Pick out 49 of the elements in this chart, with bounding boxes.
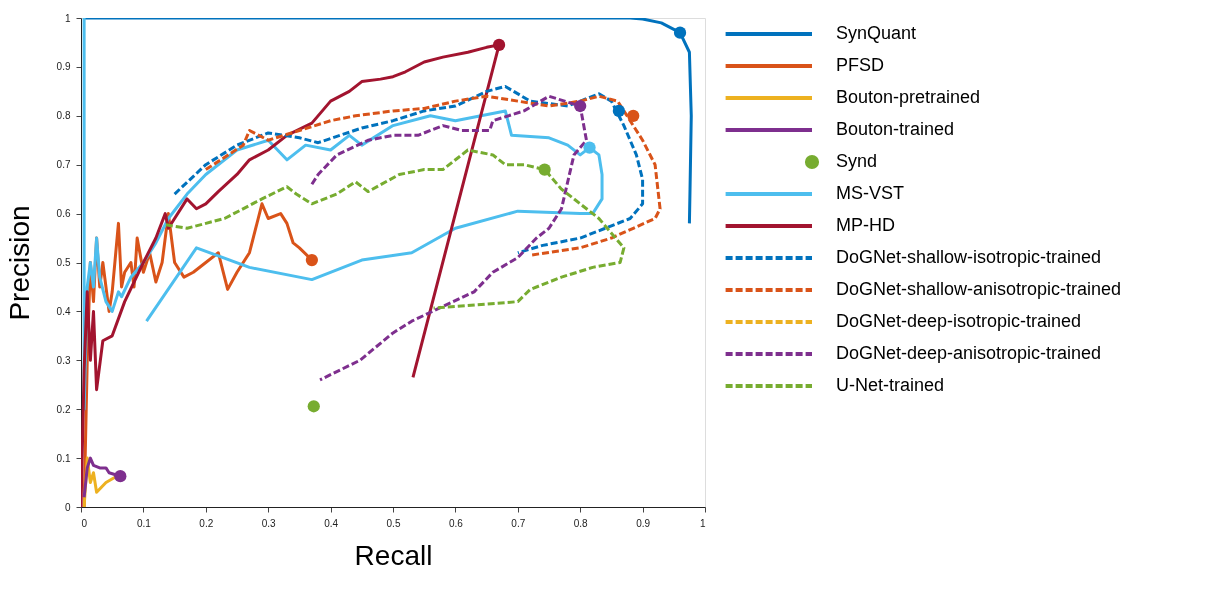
- point: [673, 26, 687, 39]
- x-tick-label: 0: [81, 517, 88, 529]
- y-axis-title: Precision: [3, 205, 35, 321]
- x-tick-label: 0.7: [511, 517, 526, 529]
- y-tick-label: 1: [64, 12, 71, 24]
- x-tick-label: 0.8: [573, 517, 589, 529]
- legend-label: MS-VST: [836, 183, 905, 203]
- x-tick-label: 0.9: [636, 517, 651, 529]
- y-tick-label: 0.4: [56, 305, 71, 317]
- y-tick-label: 0.2: [56, 403, 71, 415]
- point: [612, 104, 626, 118]
- line-series: [173, 84, 645, 255]
- point: [492, 38, 506, 52]
- point: [114, 470, 127, 483]
- legend-label: DoGNet-shallow-isotropic-trained: [836, 247, 1102, 267]
- y-tick-label: 0.3: [56, 354, 71, 366]
- x-axis-title: Recall: [354, 539, 433, 571]
- x-tick-label: 0.6: [448, 517, 464, 529]
- legend-label: DoGNet-shallow-anisotropic-trained: [836, 279, 1122, 299]
- line-series: [164, 148, 626, 310]
- y-tick-label: 0.8: [56, 110, 71, 122]
- legend-label: Bouton-pretrained: [836, 87, 981, 107]
- point: [627, 109, 640, 122]
- legend-label: U-Net-trained: [836, 375, 945, 395]
- x-tick-label: 0.4: [324, 517, 339, 529]
- legend-label: Bouton-trained: [836, 119, 955, 139]
- x-tick-label: 1: [699, 517, 706, 529]
- y-tick-label: 0.9: [56, 61, 71, 73]
- point: [538, 163, 551, 176]
- x-tick-label: 0.2: [199, 517, 214, 529]
- point: [305, 253, 318, 267]
- x-tick-label: 0.5: [386, 517, 401, 529]
- legend-label: MP-HD: [836, 215, 895, 235]
- legend-label: Synd: [836, 151, 878, 171]
- point: [574, 99, 587, 113]
- point: [583, 141, 596, 154]
- point: [307, 400, 320, 413]
- legend-label: SynQuant: [836, 23, 917, 43]
- line-series: [204, 94, 662, 257]
- legend-label: DoGNet-deep-anisotropic-trained: [836, 343, 1102, 363]
- x-tick-label: 0.3: [261, 517, 277, 529]
- y-tick-label: 0.7: [56, 159, 71, 171]
- y-tick-label: 0.1: [56, 452, 71, 464]
- legend-label: PFSD: [836, 55, 885, 75]
- y-tick-label: 0.5: [56, 257, 71, 268]
- y-tick-label: 0: [64, 501, 71, 513]
- x-tick-label: 0.1: [136, 517, 152, 529]
- legend-label: DoGNet-deep-isotropic-trained: [836, 311, 1082, 331]
- y-tick-label: 0.6: [56, 208, 71, 220]
